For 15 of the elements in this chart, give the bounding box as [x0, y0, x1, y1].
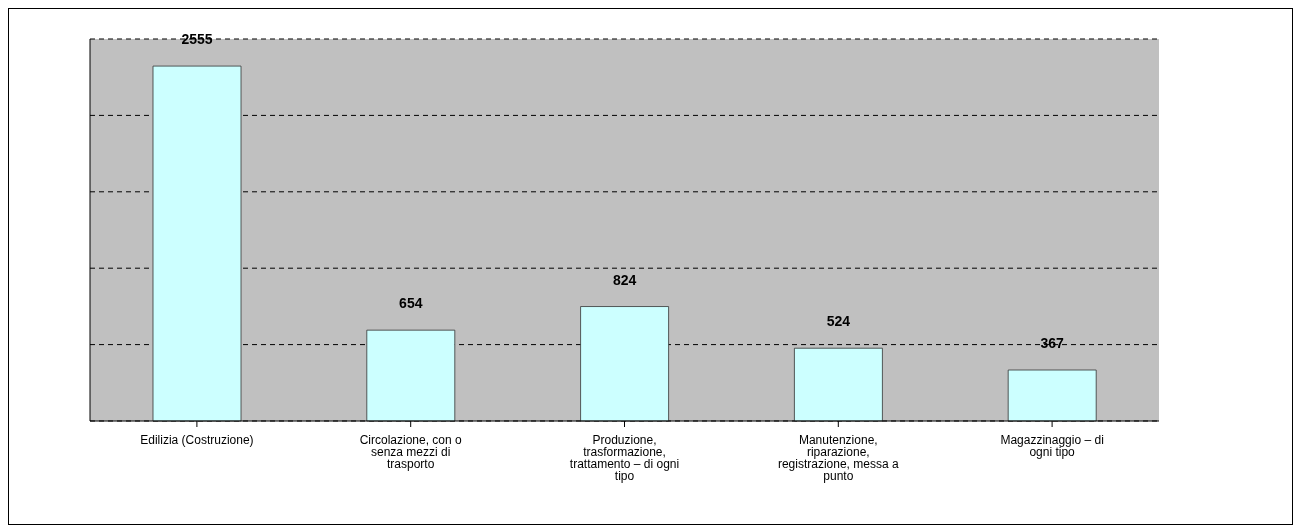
data-label: 367 [1040, 335, 1065, 352]
data-label: 2555 [181, 31, 213, 48]
x-tick-label: Circolazione, con o senza mezzi di trasporto [359, 432, 463, 471]
x-tick-label: Edilizia (Costruzione) [140, 432, 254, 447]
x-tick-label: Produzione, trasformazione, trattamento – di ogni tipo [569, 432, 680, 483]
data-label: 654 [399, 295, 423, 312]
bar [580, 306, 669, 422]
bar [794, 347, 883, 422]
data-label: 524 [826, 313, 851, 330]
x-tick-label: Manutenzione, riparazione, registrazione, messa a punto [777, 432, 899, 483]
bar [1007, 369, 1097, 422]
bar [152, 65, 242, 422]
data-label: 824 [612, 271, 637, 288]
x-tick-label: Magazzinaggio – di ogni tipo [1000, 432, 1104, 459]
bar [366, 329, 456, 422]
